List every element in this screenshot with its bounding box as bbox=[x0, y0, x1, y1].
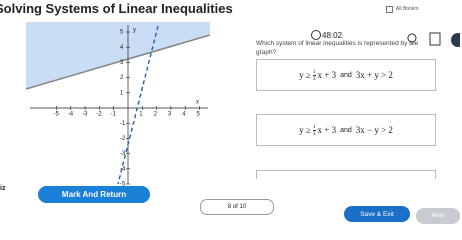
question-text: Which system of linear inequalities is r… bbox=[256, 40, 419, 56]
progress: 8 of 10 bbox=[227, 204, 247, 210]
hint-icon[interactable] bbox=[407, 33, 417, 45]
x-axis-label: x bbox=[196, 100, 199, 106]
lhs: y ≥ bbox=[299, 125, 311, 135]
next-button[interactable]: Next bbox=[416, 208, 460, 224]
y-tick-label: 3 bbox=[120, 60, 124, 66]
joiner: and bbox=[340, 126, 352, 134]
toolbar-icons bbox=[407, 32, 460, 47]
tick-labels: -5 -4 -3 -2 -1 1 2 3 4 5 5 4 3 2 1 -1 -2 -3 -4 -5 bbox=[54, 30, 201, 187]
calc-icon[interactable] bbox=[429, 32, 441, 46]
y-tick-label: 5 bbox=[120, 30, 124, 36]
answer-option[interactable]: y ≥1 3 x + 3 and 3x − y > 2 bbox=[256, 114, 436, 146]
page: {"header": {"title": "Solving Systems of… bbox=[0, 0, 462, 224]
second-inequality: 3x + y > 2 bbox=[355, 70, 393, 80]
y-tick-label: -1 bbox=[120, 121, 126, 127]
x-tick-label: -1 bbox=[111, 112, 117, 118]
y-tick-label: -4 bbox=[120, 166, 126, 172]
answer-option[interactable] bbox=[256, 170, 436, 179]
timer: 48:02 bbox=[322, 31, 343, 40]
page-title: Solving Systems of Linear Inequalities bbox=[0, 1, 233, 16]
denominator: 3 bbox=[312, 130, 316, 137]
y-tick-label: -5 bbox=[120, 182, 126, 187]
y-tick-label: 2 bbox=[120, 75, 124, 81]
section-label: iz bbox=[0, 185, 6, 192]
dashed-boundary bbox=[117, 25, 159, 185]
x-tick-label: -2 bbox=[96, 112, 102, 118]
x-tick-label: -4 bbox=[68, 112, 74, 118]
bookmark-icon[interactable] bbox=[386, 6, 393, 13]
y-axis-label: y bbox=[133, 28, 136, 34]
x-tick-label: 2 bbox=[154, 112, 158, 118]
joiner: and bbox=[340, 71, 352, 79]
y-tick-label: 4 bbox=[120, 45, 124, 51]
save-exit-button[interactable]: Save & Exit bbox=[344, 206, 410, 222]
x-tick-label: 1 bbox=[139, 112, 143, 118]
x-tick-label: -3 bbox=[82, 112, 88, 118]
x-tick-label: 5 bbox=[197, 112, 201, 118]
lhs: y ≥ bbox=[299, 70, 311, 80]
rhs: x + 3 bbox=[317, 70, 337, 80]
clock-icon bbox=[311, 30, 321, 40]
avatar[interactable] bbox=[451, 33, 460, 47]
second-inequality: 3x − y > 2 bbox=[355, 125, 393, 135]
numerator: 1 bbox=[312, 68, 316, 76]
mark-return-button[interactable]: Mark And Return bbox=[38, 186, 150, 203]
solid-boundary bbox=[25, 34, 211, 90]
denominator: 3 bbox=[312, 75, 316, 82]
answer-option[interactable]: y ≥1 3 x + 3 and 3x + y > 2 bbox=[256, 59, 436, 91]
bookmarks-link[interactable]: All Bookm bbox=[396, 6, 419, 12]
graph: -5 -4 -3 -2 -1 1 2 3 4 5 5 4 3 2 1 -1 -2 -3 -4 -5 y x bbox=[25, 22, 211, 187]
question-nav[interactable]: 8 of 10 bbox=[200, 199, 274, 215]
y-tick-label: -3 bbox=[120, 151, 126, 157]
shaded-region bbox=[26, 22, 210, 89]
numerator: 1 bbox=[312, 123, 316, 131]
y-tick-label: -2 bbox=[120, 136, 126, 142]
x-tick-label: -5 bbox=[54, 112, 60, 118]
rhs: x + 3 bbox=[317, 125, 337, 135]
x-tick-label: 3 bbox=[168, 112, 172, 118]
y-tick-label: 1 bbox=[120, 90, 124, 96]
x-tick-label: 4 bbox=[182, 112, 186, 118]
